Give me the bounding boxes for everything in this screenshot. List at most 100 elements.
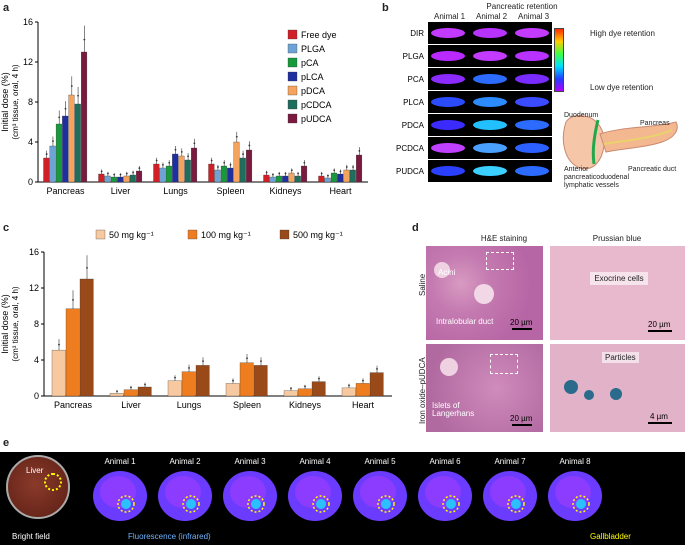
scale-label-20um-1: 20 µm (510, 318, 533, 327)
pancreas-signal (515, 166, 549, 176)
data-point (77, 94, 79, 97)
legend-swatch (287, 99, 298, 110)
pancreas-signal (431, 97, 465, 107)
pancreas-signal (431, 166, 465, 176)
data-point (210, 159, 213, 162)
pancreas-signal (515, 74, 549, 84)
data-point (202, 360, 204, 363)
data-point (58, 116, 61, 119)
pancreas-signal (473, 97, 507, 107)
data-point (376, 368, 378, 370)
bar (239, 362, 254, 397)
bar (79, 278, 94, 397)
bar (225, 383, 240, 397)
bar (330, 172, 337, 183)
bar (208, 163, 215, 183)
bar (369, 372, 384, 397)
bright-field-label: Bright field (12, 532, 50, 541)
data-point (327, 174, 329, 177)
scale-bar (512, 328, 532, 330)
zoom-box (490, 354, 518, 374)
bar (65, 308, 80, 397)
pancreas-signal (473, 120, 507, 130)
bar (74, 103, 81, 183)
bar (137, 386, 152, 397)
legend-swatch (287, 71, 298, 82)
legend-label: pLCA (301, 72, 324, 82)
panel-label-a: a (3, 2, 10, 14)
liver-label: Liver (26, 466, 44, 475)
bar (253, 365, 268, 397)
data-point (187, 155, 189, 158)
data-point (130, 386, 132, 389)
data-point (348, 384, 350, 387)
data-point (132, 171, 134, 174)
legend-label: 50 mg kg⁻¹ (109, 230, 154, 240)
bar (233, 141, 240, 183)
bar (178, 155, 185, 183)
retention-image-grid: DIR PLGA PCA PLCA PDCA PCDCA PUDCA (396, 22, 552, 182)
bar (129, 174, 136, 183)
y-axis-label: Initial dose (%) (0, 294, 10, 354)
legend-label: 500 mg kg⁻¹ (293, 230, 343, 240)
pancreas-signal (473, 28, 507, 38)
y-tick-label: 16 (23, 17, 33, 27)
bar (294, 175, 301, 183)
bar (51, 349, 66, 397)
data-point (217, 166, 219, 168)
row-label: DIR (410, 29, 424, 38)
data-point (52, 140, 54, 143)
panel-label-c: c (3, 222, 10, 234)
gallbladder-circle (182, 495, 200, 513)
data-point (119, 173, 122, 176)
y-axis-label-units: (cm³ tissue, oral, 4 h) (11, 286, 20, 361)
scale-bar (648, 422, 672, 424)
animal-label: Animal 4 (299, 457, 331, 466)
row-label: PUDCA (396, 167, 425, 176)
data-point (174, 148, 177, 151)
vessels-label: Anterior pancreaticoduodenal lymphatic v… (564, 166, 629, 189)
data-point (64, 107, 67, 110)
bar (355, 383, 370, 397)
bar (98, 173, 105, 183)
bar (136, 170, 143, 183)
bar (109, 393, 124, 397)
bar (301, 165, 308, 183)
fluorescence-label: Fluorescence (infrared) (128, 532, 211, 541)
x-tick-label: Liver (121, 400, 141, 410)
bar (269, 176, 276, 183)
data-point (223, 161, 226, 164)
gallbladder-signal (186, 499, 196, 509)
data-point (83, 38, 86, 41)
row-label: PLGA (403, 52, 425, 61)
particle (564, 380, 578, 394)
bar (104, 175, 111, 183)
y-tick-label: 8 (34, 319, 39, 329)
legend-swatch (287, 57, 298, 68)
y-tick-label: 4 (28, 137, 33, 147)
pancreas-signal (515, 28, 549, 38)
data-point (246, 357, 248, 360)
data-point (100, 170, 103, 173)
data-point (125, 172, 128, 175)
bar (68, 94, 75, 183)
y-tick-label: 12 (23, 57, 33, 67)
x-tick-label: Lungs (177, 400, 202, 410)
data-point (58, 343, 60, 346)
particle (584, 390, 594, 400)
bar (227, 167, 234, 183)
bar (49, 145, 56, 183)
bar (195, 365, 210, 397)
data-point (116, 390, 118, 393)
data-point (272, 173, 274, 176)
gallbladder-circle (117, 495, 135, 513)
legend-swatch (279, 229, 290, 240)
animal-header-2: Animal 2 (476, 12, 508, 21)
panel-label-e: e (3, 437, 10, 449)
data-point (284, 172, 287, 175)
x-tick-label: Pancreas (54, 400, 93, 410)
y-tick-label: 16 (29, 247, 39, 257)
data-point (290, 387, 292, 390)
data-point (113, 173, 116, 176)
data-point (362, 379, 364, 382)
